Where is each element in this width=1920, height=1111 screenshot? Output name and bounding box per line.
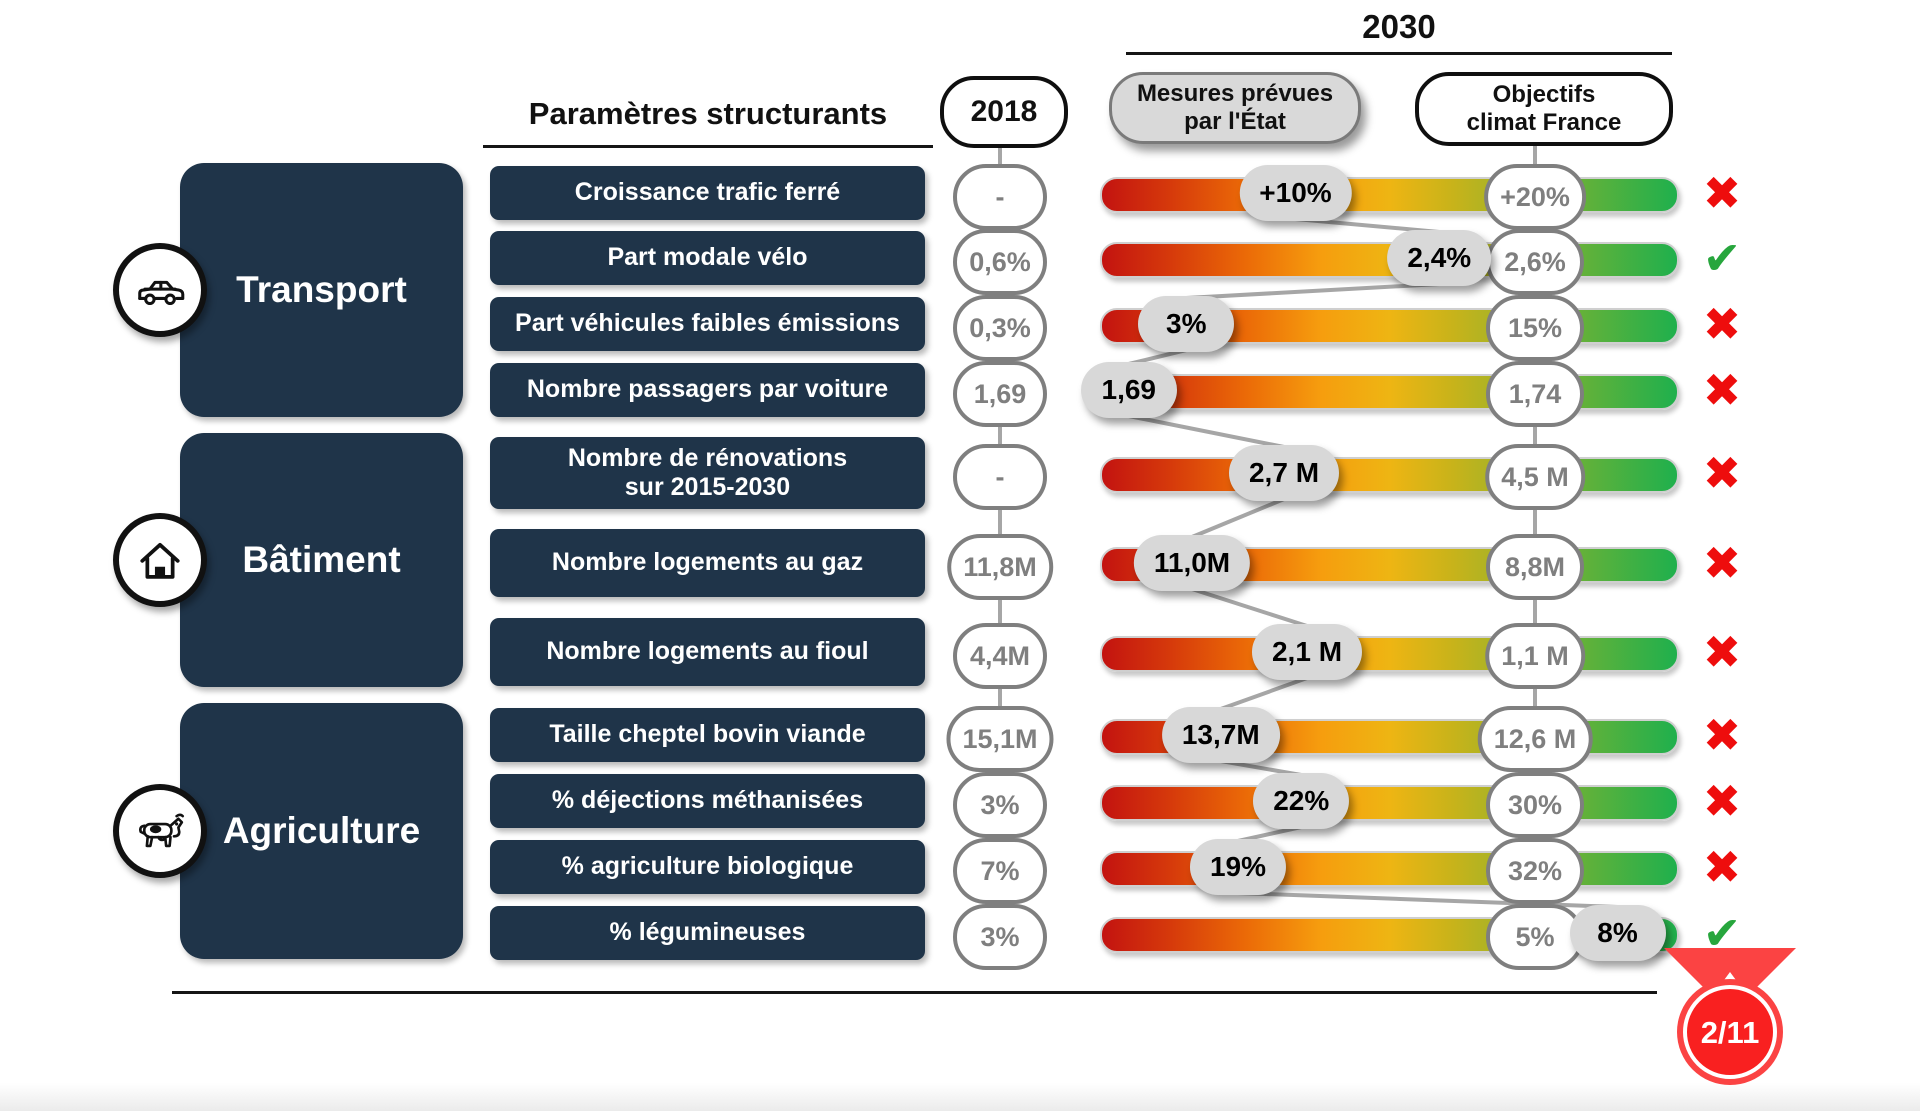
param-label-box: Nombre logements au gaz <box>490 529 925 597</box>
category-box-transport: Transport <box>180 163 463 417</box>
objectifs-label-line1: Objectifs <box>1492 81 1596 109</box>
value-2018-pill: 11,8M <box>947 534 1053 600</box>
status-fail-icon: ✖ <box>1702 297 1742 351</box>
status-fail-icon: ✖ <box>1702 840 1742 894</box>
param-label-box: % agriculture biologique <box>490 840 925 894</box>
param-label-box: Nombre de rénovations sur 2015-2030 <box>490 437 925 509</box>
cow-icon-circle <box>113 784 207 878</box>
value-2018-pill: 1,69 <box>953 361 1047 427</box>
status-pass-icon: ✔ <box>1702 906 1742 960</box>
objective-pill: 12,6 M <box>1477 706 1593 772</box>
value-2018-pill: 0,6% <box>953 229 1047 295</box>
medal-inner-circle <box>1683 985 1777 1079</box>
param-label-box: Nombre passagers par voiture <box>490 363 925 417</box>
status-pass-icon: ✔ <box>1702 231 1742 285</box>
param-label-box: Taille cheptel bovin viande <box>490 708 925 762</box>
param-label-box: % déjections méthanisées <box>490 774 925 828</box>
measure-badge: 2,1 M <box>1251 624 1363 680</box>
value-2018-pill: 4,4M <box>953 623 1047 689</box>
objective-pill: 32% <box>1486 838 1584 904</box>
gauge-bar <box>1100 177 1679 213</box>
value-2018-pill: 3% <box>953 904 1047 970</box>
params-title-underline <box>483 145 933 148</box>
measure-connector-line <box>1220 676 1308 711</box>
param-label-box: Part véhicules faibles émissions <box>490 297 925 351</box>
objective-pill: 8,8M <box>1486 534 1584 600</box>
objectifs-label-line2: climat France <box>1466 109 1622 136</box>
gauge-bar <box>1100 636 1679 672</box>
measure-badge: +10% <box>1239 165 1352 221</box>
status-fail-icon: ✖ <box>1702 774 1742 828</box>
gauge-bar <box>1100 785 1679 821</box>
measure-connector-line <box>1191 497 1285 539</box>
measure-badge: 8% <box>1569 905 1666 961</box>
bottom-separator-line <box>172 991 1657 994</box>
house-icon <box>140 542 180 579</box>
status-fail-icon: ✖ <box>1702 446 1742 500</box>
status-fail-icon: ✖ <box>1702 363 1742 417</box>
measure-badge: 3% <box>1138 296 1235 352</box>
footer-strip <box>0 1083 1920 1111</box>
page-indicator-text: 2/11 <box>1701 1015 1760 1050</box>
measure-connector-line <box>1128 414 1285 449</box>
measure-badge: 13,7M <box>1161 707 1280 763</box>
objective-pill: 4,5 M <box>1485 444 1585 510</box>
value-2018-pill: 0,3% <box>953 295 1047 361</box>
category-box-agriculture: Agriculture <box>180 703 463 959</box>
param-label-box: % légumineuses <box>490 906 925 960</box>
cow-icon <box>139 813 185 848</box>
measure-connector-line <box>1191 587 1308 628</box>
params-column-title: Paramètres structurants <box>528 96 888 131</box>
status-fail-icon: ✖ <box>1702 166 1742 220</box>
value-2018-pill: - <box>953 444 1047 510</box>
objective-pill: 1,1 M <box>1485 623 1585 689</box>
measure-badge: 22% <box>1253 773 1350 829</box>
status-fail-icon: ✖ <box>1702 536 1742 590</box>
status-fail-icon: ✖ <box>1702 708 1742 762</box>
measure-badge: 19% <box>1189 839 1287 895</box>
car-icon <box>138 280 185 306</box>
gauge-bar <box>1100 457 1679 493</box>
car-icon-circle <box>113 243 207 337</box>
value-2018-pill: 15,1M <box>946 706 1054 772</box>
measure-badge: 1,69 <box>1080 362 1177 418</box>
gauge-bar <box>1100 374 1679 410</box>
objective-pill: 15% <box>1486 295 1584 361</box>
column-header-2018: 2018 <box>940 76 1068 148</box>
measure-connector-line <box>1186 282 1440 300</box>
param-label-box: Part modale vélo <box>490 231 925 285</box>
measure-badge: 2,7 M <box>1228 445 1340 501</box>
param-label-box: Nombre logements au fioul <box>490 618 925 686</box>
value-2018-pill: - <box>953 164 1047 230</box>
param-label-box: Croissance trafic ferré <box>490 166 925 220</box>
medal-outer-circle <box>1677 979 1783 1085</box>
year-2030-underline <box>1126 52 1672 55</box>
medal-ribbon-notch <box>1696 972 1764 1018</box>
objective-pill: 30% <box>1486 772 1584 838</box>
objective-pill: 1,74 <box>1486 361 1584 427</box>
objective-pill: 2,6% <box>1486 229 1584 295</box>
objective-pill: +20% <box>1484 164 1586 230</box>
gauge-bar <box>1100 851 1679 887</box>
mesures-label-line1: Mesures prévues <box>1136 80 1334 108</box>
status-fail-icon: ✖ <box>1702 625 1742 679</box>
value-2018-pill: 7% <box>953 838 1047 904</box>
value-2018-pill: 3% <box>953 772 1047 838</box>
mesures-label-line2: par l'État <box>1184 108 1286 135</box>
house-icon-circle <box>113 513 207 607</box>
category-box-bâtiment: Bâtiment <box>180 433 463 687</box>
column-header-objectifs: Objectifs climat France <box>1415 72 1673 146</box>
column-header-mesures: Mesures prévues par l'État <box>1109 72 1361 144</box>
year-2030-title: 2030 <box>1362 8 1436 45</box>
measure-badge: 11,0M <box>1133 535 1251 591</box>
measure-badge: 2,4% <box>1387 230 1492 286</box>
